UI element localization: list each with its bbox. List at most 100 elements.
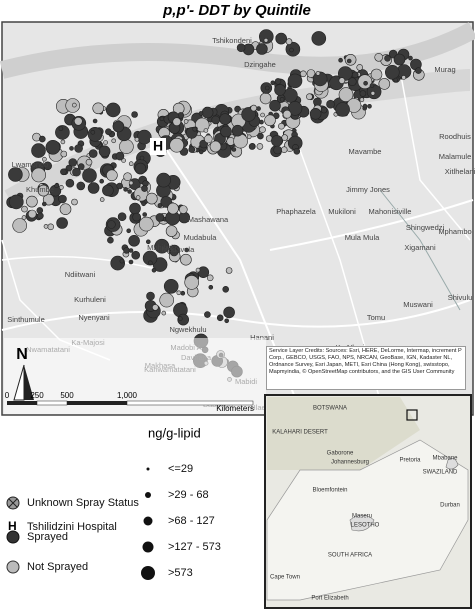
sample-point <box>337 66 353 81</box>
sample-point <box>119 139 134 154</box>
sample-point <box>131 250 140 260</box>
size-label: >29 - 68 <box>168 489 209 501</box>
sample-point <box>259 92 272 105</box>
place-label: Mashawana <box>188 215 229 224</box>
sample-point <box>123 172 132 181</box>
inset-map <box>264 394 472 609</box>
hospital-box <box>150 138 166 155</box>
inset-label: SWAZILAND <box>423 470 458 476</box>
sample-point <box>68 158 78 167</box>
sample-point <box>203 128 209 133</box>
place-label: Tomu <box>367 313 385 322</box>
sample-point <box>231 124 244 137</box>
place-label: Lwamondo <box>12 160 49 169</box>
legend-label: Not Sprayed <box>27 561 88 573</box>
sample-point <box>98 145 111 158</box>
sample-point <box>60 168 67 176</box>
sample-point <box>115 151 125 161</box>
sample-point <box>209 140 222 153</box>
place-label: Kurhuleni <box>74 295 106 304</box>
sample-point <box>359 90 367 97</box>
sample-point <box>65 178 75 188</box>
scale-unit: Kilometers <box>216 404 254 413</box>
scale-label: 250 <box>30 391 44 400</box>
sample-point <box>264 114 276 127</box>
sample-point <box>43 224 49 229</box>
place-label: Malamule <box>439 152 472 161</box>
place-label: Tshikondeni <box>212 36 252 45</box>
sample-point <box>384 65 400 80</box>
sample-point <box>72 167 81 177</box>
sample-point <box>315 71 321 76</box>
sample-point <box>275 32 288 45</box>
sample-point <box>351 71 359 79</box>
place-label: Phaphazela <box>276 207 316 216</box>
scale-label: 500 <box>60 391 74 400</box>
sample-point <box>362 103 368 109</box>
sample-point <box>306 93 313 100</box>
inset-label: Cape Town <box>270 575 300 581</box>
size-legend-title: ng/g-lipid <box>148 425 201 440</box>
sample-point <box>179 205 188 214</box>
size-label: >127 - 573 <box>168 541 221 553</box>
sample-point <box>176 290 182 296</box>
sample-point <box>74 144 83 153</box>
sample-point <box>54 183 59 188</box>
sample-point <box>306 69 316 78</box>
sample-point <box>326 99 335 109</box>
sample-point <box>289 47 294 53</box>
sample-point <box>263 37 269 43</box>
sample-point <box>346 58 352 64</box>
sample-point <box>132 212 141 222</box>
sample-point <box>82 168 97 183</box>
sample-point <box>165 225 178 237</box>
place-label: Mula Mula <box>345 233 380 242</box>
sample-point <box>56 217 68 229</box>
sample-point <box>279 97 285 102</box>
sample-point <box>128 248 134 253</box>
sample-point <box>401 75 407 80</box>
sample-point <box>58 126 64 131</box>
size-legend: <=29 >29 - 68 >68 - 127 >127 - 573 >573 <box>141 463 221 580</box>
sample-point <box>393 77 399 83</box>
sample-point <box>347 77 357 86</box>
legend-label: Unknown Spray Status <box>27 497 139 509</box>
legend-hospital-symbol: H <box>8 519 17 533</box>
sample-point <box>72 102 77 108</box>
place-label: Mukiloni <box>328 207 356 216</box>
sample-point <box>74 117 83 126</box>
sample-point <box>128 235 140 247</box>
sample-point <box>198 149 204 155</box>
sample-point <box>367 104 372 109</box>
sample-point <box>233 133 248 149</box>
sample-point <box>313 97 322 107</box>
sample-point <box>320 106 328 114</box>
sample-point <box>59 203 72 215</box>
place-label: Ngwekhulu <box>169 325 206 334</box>
sample-point <box>141 201 146 207</box>
sample-point <box>92 118 98 124</box>
hospital-marker: H <box>153 138 163 154</box>
north-arrow <box>24 365 34 400</box>
sample-point <box>236 43 246 53</box>
sample-point <box>105 128 112 135</box>
sample-point <box>204 134 213 144</box>
sample-point <box>77 163 85 170</box>
sample-point <box>260 112 265 118</box>
sample-point <box>256 143 264 150</box>
sample-point <box>311 31 327 46</box>
inset-label: Mbabane <box>432 456 458 462</box>
sample-point <box>278 122 285 130</box>
size-symbol <box>143 516 153 526</box>
legend-unknown-symbol <box>6 496 20 510</box>
sample-point <box>374 52 384 62</box>
sample-point <box>335 102 350 117</box>
sample-point <box>8 167 23 182</box>
sample-point <box>246 134 252 140</box>
sample-point <box>127 189 132 194</box>
inset-label: SOUTH AFRICA <box>328 553 372 559</box>
sample-point <box>141 185 148 192</box>
sample-point <box>47 223 55 231</box>
sample-point <box>69 146 74 151</box>
